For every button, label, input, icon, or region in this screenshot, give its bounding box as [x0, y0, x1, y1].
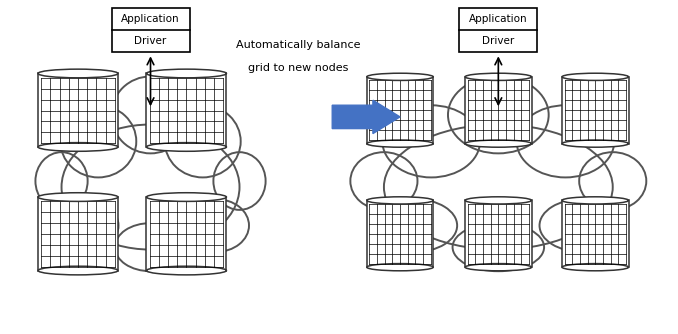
Bar	[460, 8, 537, 52]
Text: Application: Application	[469, 14, 527, 24]
Bar	[146, 197, 226, 271]
Ellipse shape	[562, 73, 629, 80]
Ellipse shape	[38, 193, 118, 201]
Ellipse shape	[146, 193, 226, 201]
Ellipse shape	[52, 199, 119, 252]
Bar	[465, 77, 532, 144]
Ellipse shape	[182, 199, 249, 252]
Ellipse shape	[115, 223, 186, 271]
Ellipse shape	[38, 266, 118, 275]
Bar	[562, 77, 629, 144]
Ellipse shape	[562, 264, 629, 271]
Ellipse shape	[146, 266, 226, 275]
Ellipse shape	[367, 73, 433, 80]
Text: Driver: Driver	[134, 36, 167, 46]
Ellipse shape	[146, 69, 226, 78]
Bar	[367, 77, 433, 144]
Ellipse shape	[367, 140, 433, 147]
Ellipse shape	[540, 199, 625, 252]
Ellipse shape	[465, 197, 532, 204]
Ellipse shape	[517, 105, 614, 177]
Ellipse shape	[111, 76, 190, 153]
Ellipse shape	[146, 143, 226, 151]
Ellipse shape	[62, 125, 239, 249]
Text: Application: Application	[121, 14, 180, 24]
Bar	[111, 8, 190, 52]
Ellipse shape	[562, 140, 629, 147]
Bar	[367, 200, 433, 267]
Ellipse shape	[465, 140, 532, 147]
Ellipse shape	[38, 69, 118, 78]
Ellipse shape	[214, 152, 266, 210]
Bar	[465, 200, 532, 267]
Ellipse shape	[367, 264, 433, 271]
Ellipse shape	[35, 152, 87, 210]
Text: Automatically balance: Automatically balance	[236, 40, 361, 50]
FancyArrow shape	[332, 100, 400, 134]
Ellipse shape	[579, 152, 646, 210]
Ellipse shape	[465, 264, 532, 271]
Bar	[38, 197, 118, 271]
Ellipse shape	[367, 197, 433, 204]
Ellipse shape	[448, 76, 549, 153]
Bar	[562, 200, 629, 267]
Ellipse shape	[384, 125, 613, 249]
Ellipse shape	[351, 152, 418, 210]
Text: grid to new nodes: grid to new nodes	[248, 63, 348, 73]
Ellipse shape	[372, 199, 457, 252]
Ellipse shape	[165, 105, 241, 177]
Ellipse shape	[382, 105, 480, 177]
Bar	[38, 73, 118, 147]
Ellipse shape	[60, 105, 136, 177]
Text: Driver: Driver	[482, 36, 515, 46]
Bar	[146, 73, 226, 147]
Ellipse shape	[453, 223, 544, 271]
Ellipse shape	[465, 73, 532, 80]
Ellipse shape	[38, 143, 118, 151]
Ellipse shape	[562, 197, 629, 204]
